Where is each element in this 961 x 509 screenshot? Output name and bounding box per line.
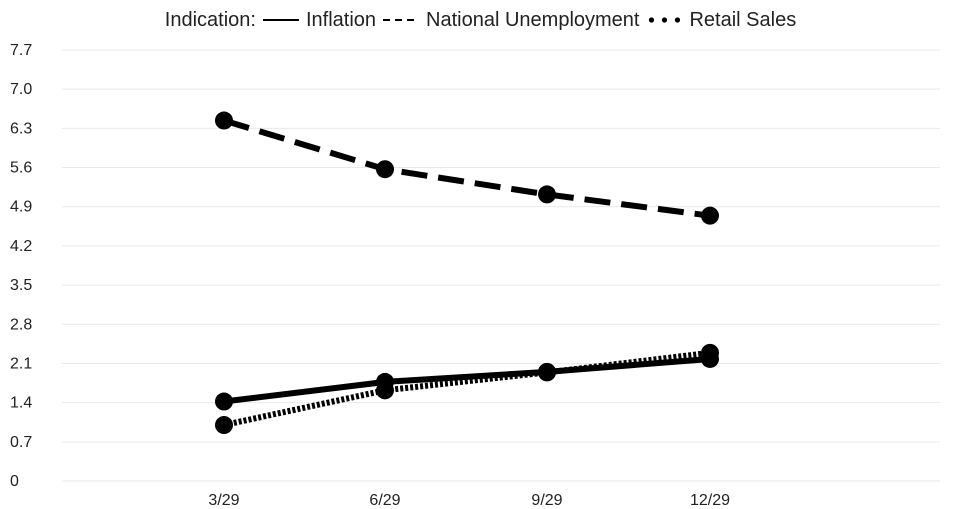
y-tick-label: 4.2	[10, 238, 32, 255]
x-tick-label: 9/29	[531, 492, 562, 509]
x-axis-ticks: 3/29 6/29 9/29 12/29	[208, 492, 730, 509]
y-tick-label: 3.5	[10, 277, 32, 294]
legend-label: Retail Sales	[689, 9, 796, 31]
data-point	[376, 160, 394, 179]
y-tick-label: 0.7	[10, 434, 32, 451]
data-point	[376, 381, 394, 400]
legend-swatch	[648, 17, 655, 23]
gridlines	[62, 49, 940, 482]
legend: Indication: Inflation National Unemployme…	[165, 9, 796, 31]
legend-title: Indication:	[165, 9, 256, 31]
data-point	[538, 185, 556, 204]
y-tick-label: 7.0	[10, 81, 32, 98]
series-line	[223, 349, 711, 428]
x-tick-label: 12/29	[690, 492, 730, 509]
y-tick-label: 0	[10, 473, 19, 490]
y-tick-label: 5.6	[10, 160, 32, 177]
legend-label: Inflation	[306, 9, 376, 31]
y-tick-label: 7.7	[10, 42, 32, 59]
data-point	[701, 343, 719, 362]
x-tick-label: 3/29	[208, 492, 239, 509]
series-lines	[215, 111, 719, 435]
data-point	[538, 363, 556, 382]
series-national-unemployment	[215, 111, 719, 225]
y-axis-ticks: 0 0.7 1.4 2.1 2.8 3.5 4.2 4.9 5.6 6.3 7.0 7.7	[10, 42, 32, 490]
legend-label: National Unemployment	[426, 9, 640, 31]
legend-swatch	[674, 17, 681, 23]
series-line	[223, 355, 711, 405]
x-tick-label: 6/29	[369, 492, 400, 509]
y-tick-label: 2.8	[10, 316, 32, 333]
y-tick-label: 2.1	[10, 355, 32, 372]
data-point	[215, 111, 233, 130]
y-tick-label: 1.4	[10, 395, 32, 412]
y-tick-label: 6.3	[10, 120, 32, 137]
legend-swatch	[661, 17, 668, 23]
data-point	[701, 206, 719, 225]
y-tick-label: 4.9	[10, 199, 32, 216]
data-point	[215, 416, 233, 435]
series-retail-sales	[215, 343, 719, 435]
series-line	[223, 117, 711, 219]
data-point	[215, 392, 233, 411]
